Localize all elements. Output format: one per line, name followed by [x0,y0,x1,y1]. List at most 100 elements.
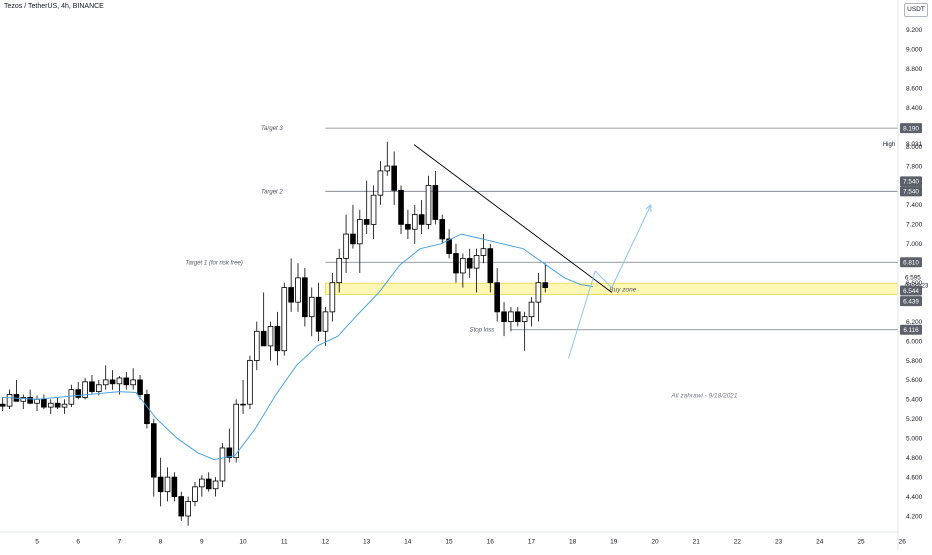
candle-body[interactable] [82,381,88,398]
candle-body[interactable] [116,377,123,385]
candle-body[interactable] [89,381,95,392]
candle-body[interactable] [212,480,219,490]
x-tick-label: 5 [35,539,39,546]
candle-body[interactable] [302,277,308,318]
moving-average-line[interactable] [2,233,594,461]
x-tick-label: 22 [734,539,742,546]
candle-body[interactable] [253,330,260,361]
y-tick-label: 9.000 [906,47,923,54]
x-tick-label: 10 [239,539,247,546]
candle-body[interactable] [233,403,239,459]
candle-body[interactable] [219,447,226,482]
y-tick-label: 4.600 [906,474,923,481]
candle-body[interactable] [494,282,500,313]
candle-body[interactable] [123,377,130,386]
x-tick-label: 24 [816,539,824,546]
candle-body[interactable] [247,360,253,405]
candle-body[interactable] [6,394,13,407]
candle-body[interactable] [137,379,143,395]
candle-body[interactable] [130,379,136,386]
candle-body[interactable] [453,253,459,274]
candle-body[interactable] [178,496,185,517]
candle-body[interactable] [384,165,391,172]
candle-body[interactable] [27,397,33,404]
candle-body[interactable] [34,398,40,404]
candle-body[interactable] [308,296,315,318]
candle-body[interactable] [75,389,82,398]
price-tag-label: 7.540 [903,189,919,196]
candle-body[interactable] [260,330,267,347]
candle-body[interactable] [363,219,370,225]
candle-body[interactable] [47,402,54,408]
y-tick-label: 5.600 [906,377,923,384]
candle-body[interactable] [240,403,246,406]
candle-body[interactable] [501,311,507,322]
candle-body[interactable] [439,219,446,240]
candle-body[interactable] [41,398,47,408]
candle-body[interactable] [205,478,212,490]
currency-button[interactable]: USDT [904,3,928,17]
y-tick-label: 5.000 [906,436,923,443]
candle-body[interactable] [315,296,322,332]
candle-body[interactable] [192,486,198,502]
candle-body[interactable] [446,238,452,254]
candle-body[interactable] [411,214,418,230]
candle-body[interactable] [398,189,404,225]
candle-body[interactable] [164,476,171,493]
candle-body[interactable] [109,379,116,385]
hline-label: Stop loss [470,328,495,334]
candle-body[interactable] [528,301,535,318]
candle-body[interactable] [322,311,329,332]
candle-body[interactable] [274,326,281,352]
candle-body[interactable] [432,185,439,220]
candle-body[interactable] [185,501,191,517]
candle-body[interactable] [343,233,349,259]
candle-body[interactable] [54,402,61,408]
candle-body[interactable] [460,257,466,274]
candle-body[interactable] [391,165,397,191]
candle-body[interactable] [199,478,205,488]
candle-body[interactable] [473,255,480,269]
candle-body[interactable] [336,257,343,284]
candle-body[interactable] [542,282,549,288]
candle-body[interactable] [487,248,494,284]
y-tick-label: 6.600 [906,280,923,287]
candle-body[interactable] [357,219,363,245]
high-label: High [883,142,895,148]
candle-body[interactable] [157,476,164,493]
y-tick-label: 7.200 [906,222,923,229]
candle-body[interactable] [96,384,102,392]
candle-body[interactable] [425,185,432,225]
candle-body[interactable] [150,423,157,478]
candle-body[interactable] [377,170,384,196]
candle-body[interactable] [535,282,542,303]
candle-body[interactable] [295,277,301,303]
candle-body[interactable] [521,316,528,322]
candle-body[interactable] [68,389,75,405]
candle-body[interactable] [0,403,6,407]
candle-body[interactable] [329,282,336,313]
arrow-up-line[interactable] [568,270,596,359]
candle-body[interactable] [350,233,356,245]
candle-body[interactable] [514,311,521,322]
candle-body[interactable] [466,257,473,269]
candle-body[interactable] [226,447,233,459]
candle-body[interactable] [480,248,487,256]
candle-body[interactable] [370,194,377,225]
projection-arrow-path[interactable] [594,204,652,289]
candle-body[interactable] [508,311,514,322]
candle-body[interactable] [102,379,109,386]
price-tag-bg [900,285,922,296]
candle-body[interactable] [281,287,288,352]
candle-body[interactable] [267,326,274,347]
candle-body[interactable] [288,287,294,303]
y-tick-label: 6.000 [906,338,923,345]
candle-body[interactable] [405,223,411,230]
candle-body[interactable] [171,476,178,497]
candle-body[interactable] [418,214,425,225]
trendline[interactable] [413,144,613,293]
high-value: 8.031 [906,141,923,148]
candle-body[interactable] [61,403,68,408]
candle-body[interactable] [20,397,27,402]
